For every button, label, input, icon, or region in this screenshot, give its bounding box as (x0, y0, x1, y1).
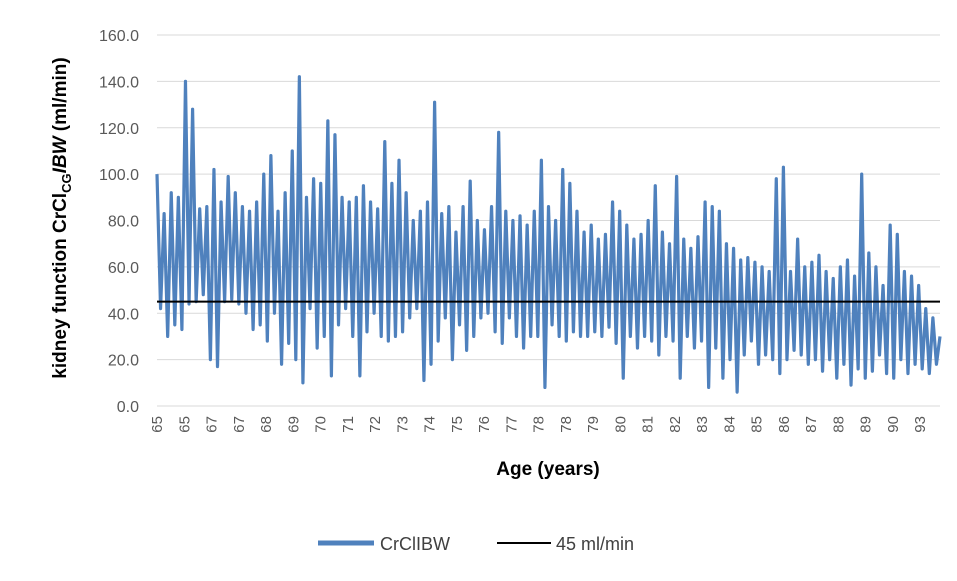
x-tick-label: 65 (149, 416, 166, 433)
series-line-crclibw (155, 75, 942, 394)
y-tick-label: 40.0 (108, 306, 139, 323)
y-axis-title-unit: (ml/min) (50, 57, 71, 136)
y-tick-label: 80.0 (108, 214, 139, 231)
legend-label-crclibw: CrClIBW (380, 534, 450, 554)
x-tick-label: 73 (394, 416, 411, 433)
x-tick-label: 80 (612, 416, 629, 433)
y-axis-title-subscript: CG (59, 173, 74, 193)
x-tick-label: 86 (776, 416, 793, 433)
legend: CrClIBW 45 ml/min (318, 534, 634, 554)
x-tick-label: 68 (258, 416, 275, 433)
y-tick-label: 160.0 (99, 28, 139, 45)
y-tick-label: 100.0 (99, 167, 139, 184)
x-tick-label: 87 (803, 416, 820, 433)
x-tick-label: 65 (176, 416, 193, 433)
x-axis-tick-labels: 65 65 67 67 68 69 70 71 72 73 74 75 76 77 78 78 79 80 81 82… (149, 416, 929, 433)
x-tick-label: 84 (721, 416, 738, 433)
x-tick-label: 67 (204, 416, 221, 433)
x-tick-label: 72 (367, 416, 384, 433)
y-tick-label: 140.0 (99, 74, 139, 91)
x-tick-label: 83 (694, 416, 711, 433)
x-tick-label: 67 (231, 416, 248, 433)
legend-label-threshold: 45 ml/min (556, 534, 634, 554)
x-tick-label: 90 (885, 416, 902, 433)
y-tick-label: 20.0 (108, 353, 139, 370)
x-tick-label: 69 (285, 416, 302, 433)
y-tick-label: 0.0 (117, 399, 139, 416)
x-tick-label: 81 (640, 416, 657, 433)
y-tick-label: 60.0 (108, 260, 139, 277)
x-tick-label: 93 (912, 416, 929, 433)
x-tick-label: 89 (858, 416, 875, 433)
y-axis-tick-labels: 0.0 20.0 40.0 60.0 80.0 100.0 120.0 140.0 160.0 (99, 28, 139, 416)
x-tick-label: 85 (749, 416, 766, 433)
x-tick-label: 74 (422, 416, 439, 433)
y-axis-title-italic: IBW (50, 134, 71, 173)
x-tick-label: 82 (667, 416, 684, 433)
x-tick-label: 88 (830, 416, 847, 433)
x-axis-title: Age (years) (496, 459, 600, 480)
y-axis-title-prefix: kidney function CrCl (50, 193, 71, 379)
y-tick-label: 120.0 (99, 121, 139, 138)
x-tick-label: 79 (585, 416, 602, 433)
series-layer (155, 75, 942, 394)
x-tick-label: 78 (531, 416, 548, 433)
x-tick-label: 75 (449, 416, 466, 433)
y-axis-title: kidney function CrClCGIBW (ml/min) (50, 57, 74, 378)
x-tick-label: 76 (476, 416, 493, 433)
x-tick-label: 71 (340, 416, 357, 433)
x-tick-label: 77 (503, 416, 520, 433)
x-tick-label: 78 (558, 416, 575, 433)
x-tick-label: 70 (313, 416, 330, 433)
